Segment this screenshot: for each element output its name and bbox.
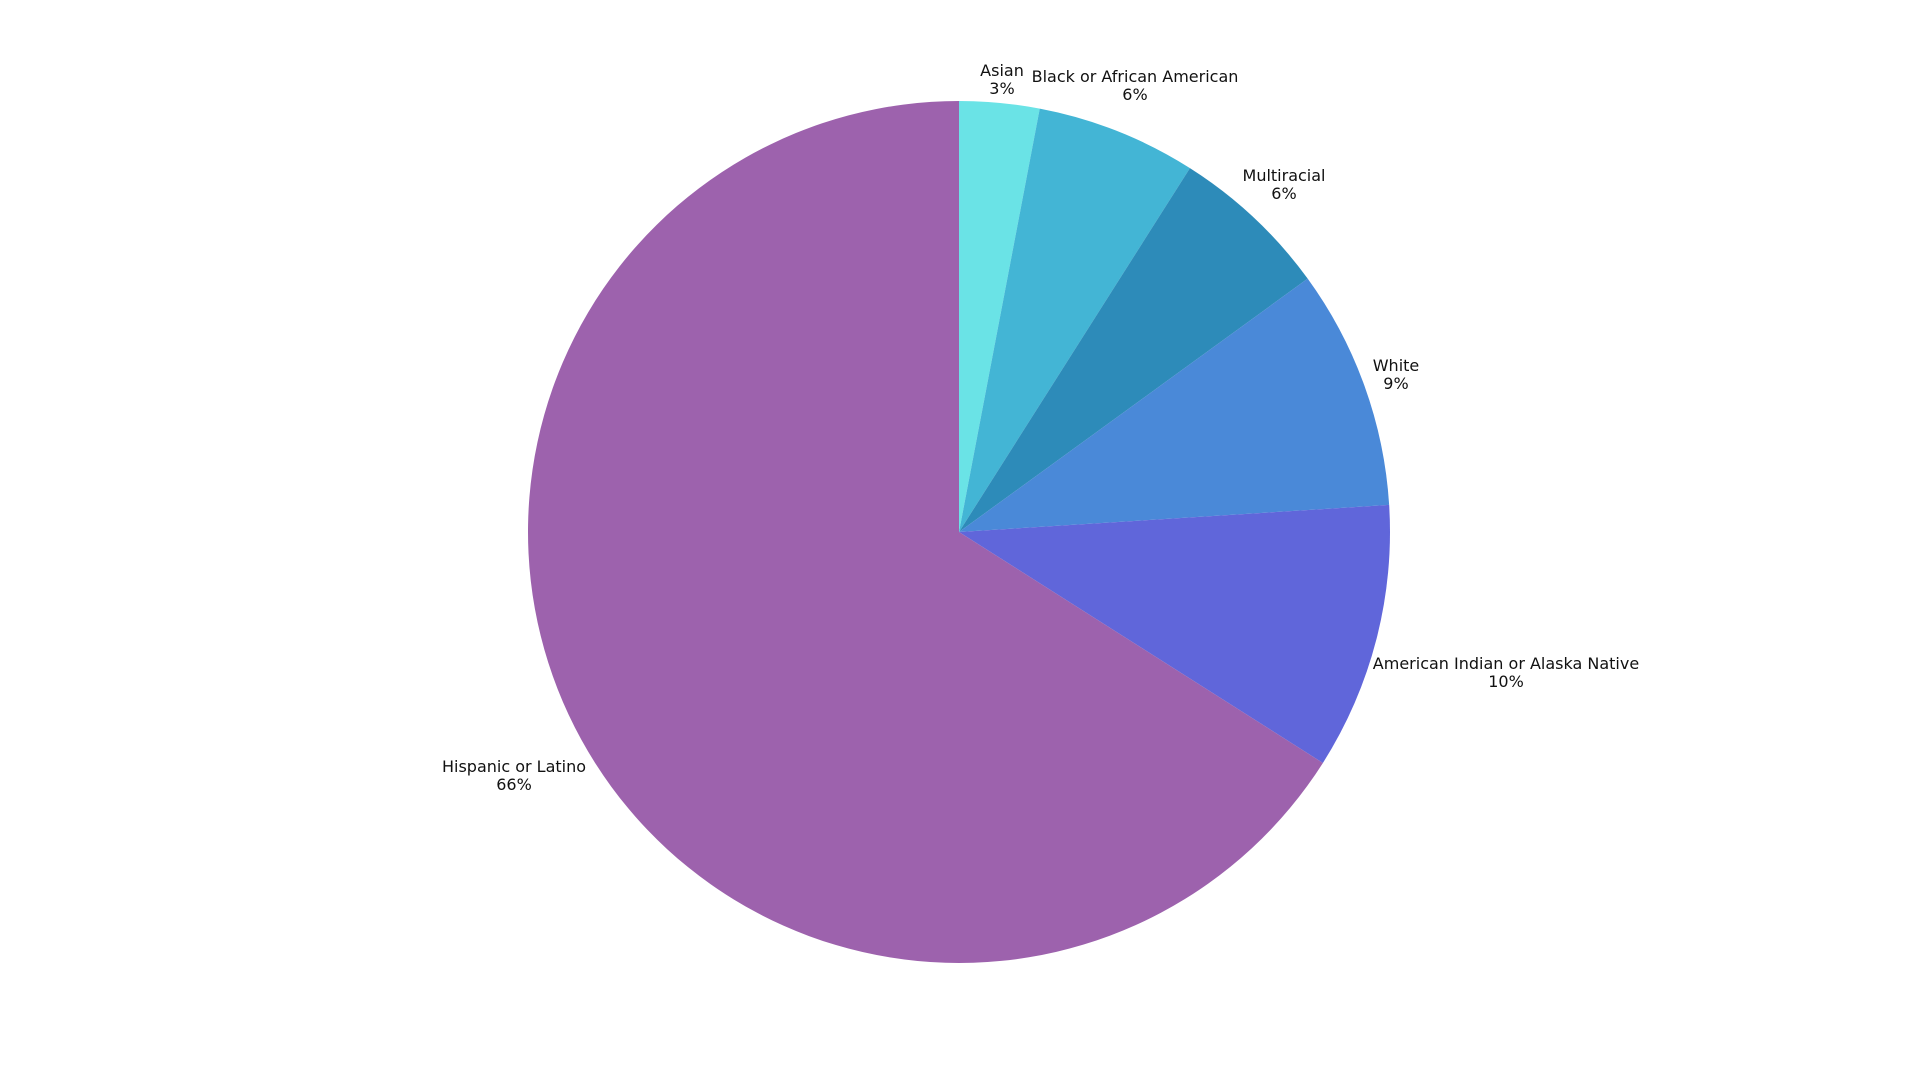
slice-label-name: White (1372, 356, 1420, 375)
slice-label-name: Black or African American (1031, 67, 1239, 86)
pie-slice-white (959, 278, 1390, 532)
slice-label-value: 9% (1383, 374, 1409, 393)
slice-label: Black or African American 6% (1032, 68, 1239, 104)
slice-label-value: 6% (1122, 85, 1148, 104)
slice-label-value: 6% (1271, 184, 1297, 203)
pie-slice-asian (959, 101, 1040, 532)
pie-slice-black-or-african-american (959, 108, 1190, 533)
slice-label-value: 10% (1488, 672, 1524, 691)
slice-label: Asian 3% (980, 62, 1024, 98)
slice-label-name: Hispanic or Latino (441, 757, 587, 776)
pie-slice-multiracial (959, 168, 1308, 532)
slice-label-name: Asian (980, 61, 1024, 80)
slice-label: Multiracial 6% (1243, 167, 1326, 203)
slice-label: American Indian or Alaska Native 10% (1373, 655, 1639, 691)
slice-label-value: 3% (989, 79, 1015, 98)
slice-label-name: Multiracial (1242, 166, 1326, 185)
slice-label-name: American Indian or Alaska Native (1372, 654, 1640, 673)
slice-label-value: 66% (496, 775, 532, 794)
slice-label: Hispanic or Latino 66% (442, 758, 586, 794)
pie-slice-american-indian-or-alaska-native (959, 504, 1390, 763)
pie-slice-hispanic-or-latino (528, 101, 1323, 963)
slice-label: White 9% (1373, 357, 1420, 393)
